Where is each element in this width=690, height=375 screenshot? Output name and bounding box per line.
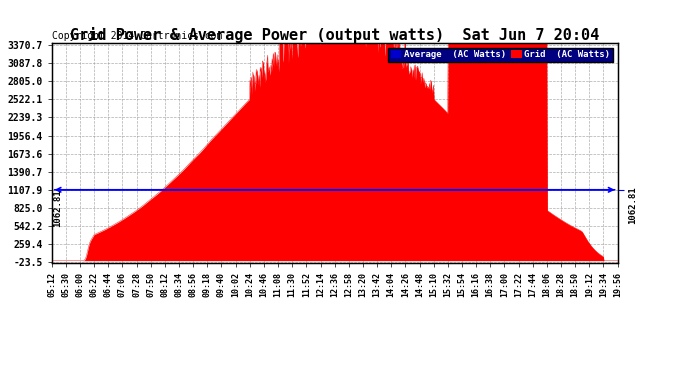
Text: Copyright 2014 Cartronics.com: Copyright 2014 Cartronics.com [52, 31, 222, 41]
Title: Grid Power & Average Power (output watts)  Sat Jun 7 20:04: Grid Power & Average Power (output watts… [70, 27, 600, 43]
Text: 1062.81: 1062.81 [53, 190, 62, 227]
Legend: Average  (AC Watts), Grid  (AC Watts): Average (AC Watts), Grid (AC Watts) [388, 48, 613, 62]
